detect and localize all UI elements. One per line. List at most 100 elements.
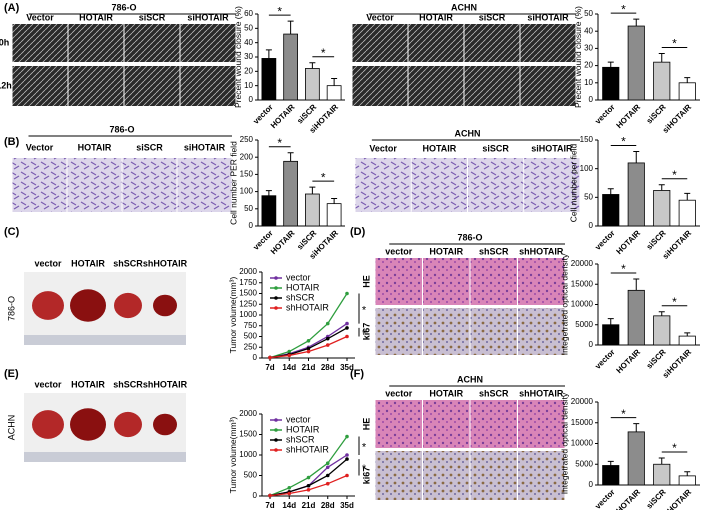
- error-bar: [684, 471, 691, 476]
- x-tick-label: 35d: [340, 501, 354, 510]
- significance: *: [672, 37, 677, 51]
- error-bar: [607, 318, 614, 325]
- point: [325, 473, 330, 478]
- bar: [305, 68, 320, 101]
- x-tick-label: HOTAIR: [615, 228, 643, 256]
- y-tick-label: 1750: [239, 278, 257, 287]
- cell-line-title: 786-O: [109, 124, 134, 134]
- y-axis-label: Integetrated optical density: [559, 253, 569, 355]
- y-tick-label: 5000: [575, 320, 593, 329]
- column-label: HOTAIR: [79, 12, 113, 22]
- bar: [602, 66, 620, 101]
- y-tick-label: 250: [240, 135, 254, 144]
- column-label: HOTAIR: [71, 379, 105, 389]
- cell-line-title: 786-O: [457, 232, 482, 242]
- y-tick-label: 100: [240, 187, 254, 196]
- legend-marker: [274, 286, 278, 290]
- micrograph: [423, 308, 470, 355]
- micrograph: [122, 158, 177, 212]
- cell-line-title: ACHN: [455, 128, 481, 138]
- panel-label: (D): [350, 226, 366, 238]
- y-tick-label: 10000: [571, 300, 594, 309]
- micrograph: [423, 400, 470, 448]
- panel-label: (C): [4, 226, 20, 238]
- point: [345, 453, 349, 457]
- column-label: HOTAIR: [429, 388, 463, 398]
- point: [345, 326, 349, 330]
- bar: [261, 58, 277, 101]
- micrograph: [375, 308, 422, 355]
- legend-marker: [274, 276, 278, 280]
- column-label: HOTAIR: [429, 246, 463, 256]
- legend-label: HOTAIR: [286, 282, 320, 292]
- bar: [326, 85, 342, 101]
- y-tick-label: 50: [584, 192, 593, 201]
- micrograph: [68, 66, 124, 106]
- y-tick-label: 15000: [571, 279, 594, 288]
- column-label: siSCR: [136, 142, 163, 152]
- ruler: [24, 335, 186, 345]
- micrograph: [68, 24, 124, 62]
- cell-line-label: ACHN: [6, 415, 16, 441]
- bar: [602, 194, 620, 227]
- y-tick-label: 30: [244, 52, 253, 61]
- legend-marker: [274, 418, 278, 422]
- error-bar: [287, 20, 294, 35]
- point: [345, 291, 349, 296]
- point: [325, 461, 330, 466]
- y-tick-label: 50: [244, 23, 253, 32]
- x-tick-label: 21d: [302, 363, 316, 372]
- column-label: HOTAIR: [422, 143, 456, 153]
- y-tick-label: 1500: [239, 430, 257, 439]
- y-axis-label: Integetrated optical density: [559, 392, 569, 494]
- column-label: shHOTAIR: [143, 379, 188, 389]
- column-label: Vector: [366, 12, 394, 22]
- error-bar: [287, 152, 294, 162]
- column-label: shHOTAIR: [519, 388, 564, 398]
- y-tick-label: 100: [580, 164, 594, 173]
- y-tick-label: 1000: [239, 310, 257, 319]
- y-tick-label: 2000: [239, 267, 257, 276]
- x-tick-label: 35d: [340, 363, 354, 372]
- micrograph: [468, 158, 524, 212]
- error-bar: [331, 197, 338, 204]
- significance: *: [621, 2, 626, 16]
- micrograph: [355, 158, 411, 212]
- legend-label: shHOTAIR: [286, 302, 329, 312]
- column-label: vector: [385, 246, 413, 256]
- point: [345, 334, 349, 339]
- point: [287, 491, 292, 496]
- bar: [678, 335, 696, 346]
- micrograph: [180, 66, 236, 106]
- bar: [678, 82, 696, 101]
- tumor: [114, 292, 142, 319]
- column-label: siSCR: [482, 143, 509, 153]
- y-tick-label: 0: [249, 221, 254, 230]
- bar: [627, 25, 645, 101]
- error-bar: [658, 311, 665, 316]
- cell-line-title: ACHN: [451, 2, 477, 12]
- point: [306, 349, 311, 354]
- column-label: HOTAIR: [419, 12, 453, 22]
- y-tick-label: 250: [244, 342, 258, 351]
- y-tick-label: 0: [589, 480, 594, 489]
- column-label: siHOTAIR: [184, 142, 226, 152]
- y-tick-label: 30: [584, 44, 593, 53]
- micrograph: [375, 400, 422, 448]
- column-label: shSCR: [479, 388, 509, 398]
- point: [325, 481, 330, 486]
- significance: *: [621, 407, 626, 421]
- error-bar: [633, 18, 640, 27]
- error-bar: [331, 78, 338, 86]
- y-tick-label: 50: [584, 9, 593, 18]
- bar: [305, 193, 320, 227]
- column-label: siHOTAIR: [187, 12, 229, 22]
- error-bar: [607, 188, 614, 195]
- micrograph: [67, 158, 122, 212]
- y-tick-label: 1250: [239, 299, 257, 308]
- x-tick-label: 28d: [321, 363, 335, 372]
- y-tick-label: 15000: [571, 418, 594, 427]
- micrograph: [177, 158, 232, 212]
- x-tick-label: 28d: [321, 501, 335, 510]
- x-tick-label: 7d: [265, 501, 274, 510]
